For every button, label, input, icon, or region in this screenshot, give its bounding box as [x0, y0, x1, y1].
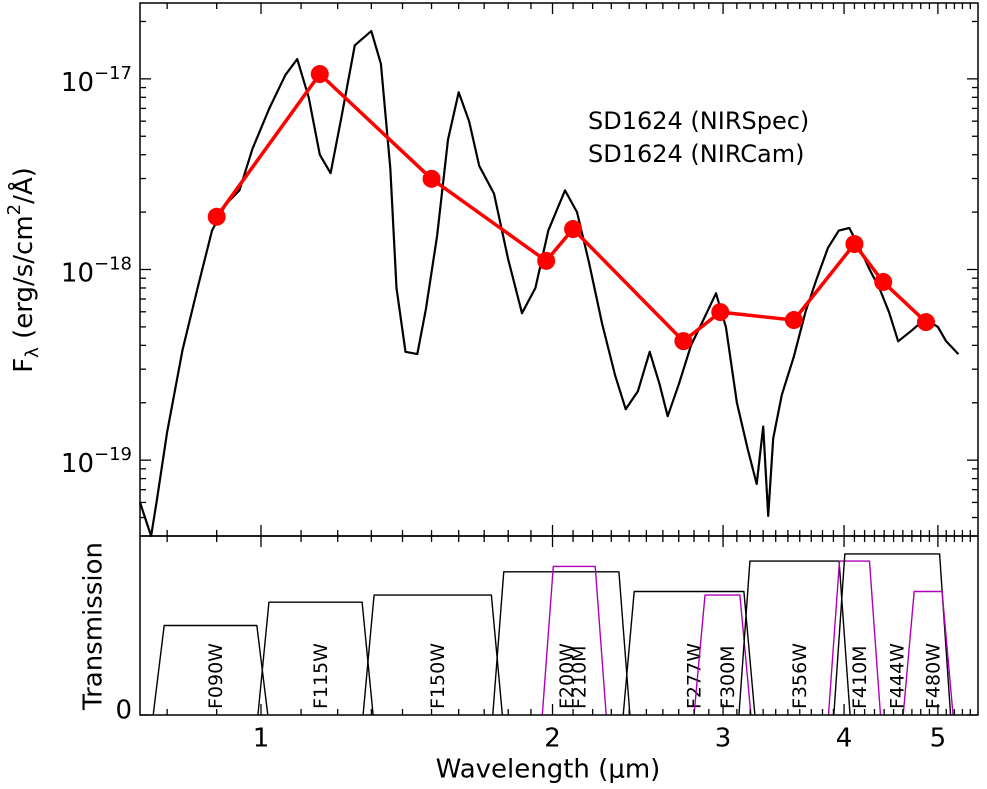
filter-label: F300M — [717, 645, 739, 709]
marker — [564, 220, 583, 239]
filter-label: F210M — [569, 645, 591, 709]
marker — [674, 332, 693, 351]
marker — [784, 311, 803, 330]
x-axis-label: Wavelength (μm) — [436, 755, 661, 785]
filter-label: F444W — [887, 643, 909, 709]
y-tick-label: 0 — [115, 696, 132, 726]
series-line — [138, 30, 960, 538]
filter-label: F090W — [205, 643, 227, 709]
marker — [874, 272, 893, 291]
filter-curve — [492, 571, 631, 716]
marker — [422, 169, 441, 188]
filter-curve — [541, 565, 607, 716]
y-axis-label: Transmission — [79, 542, 109, 711]
filter-curve — [833, 553, 952, 716]
filter-label: F150W — [427, 643, 449, 709]
filter-curve — [693, 594, 752, 716]
plot-frame — [139, 535, 979, 716]
x-tick-label: 2 — [544, 724, 561, 754]
filter-label: F277W — [684, 643, 706, 709]
marker — [310, 65, 329, 84]
legend-label: SD1624 (NIRCam) — [588, 140, 805, 168]
filter-label: F115W — [310, 643, 332, 709]
x-tick-label: 1 — [253, 724, 270, 754]
plot-frame — [139, 2, 979, 537]
y-tick-label: 10−18 — [61, 254, 132, 289]
filter-label: F200W — [556, 643, 578, 709]
y-axis-label: Fλ (erg/s/cm2/Å) — [4, 167, 43, 373]
x-tick-label: 4 — [836, 724, 853, 754]
marker — [916, 313, 935, 332]
filter-curve — [902, 590, 954, 716]
filter-label: F480W — [923, 643, 945, 709]
marker — [711, 303, 730, 322]
y-tick-label: 10−19 — [61, 444, 132, 479]
x-tick-label: 3 — [715, 724, 732, 754]
filter-curve — [827, 560, 882, 716]
marker — [207, 207, 226, 226]
filter-curve — [622, 590, 756, 716]
x-tick-label: 5 — [930, 724, 947, 754]
filter-curve — [738, 560, 851, 716]
series-line — [215, 72, 928, 343]
filter-label: F410M — [849, 645, 871, 709]
y-tick-label: 10−17 — [61, 63, 132, 98]
marker — [845, 235, 864, 254]
filter-label: F356W — [789, 643, 811, 709]
legend-label: SD1624 (NIRSpec) — [588, 107, 809, 135]
marker — [537, 251, 556, 270]
